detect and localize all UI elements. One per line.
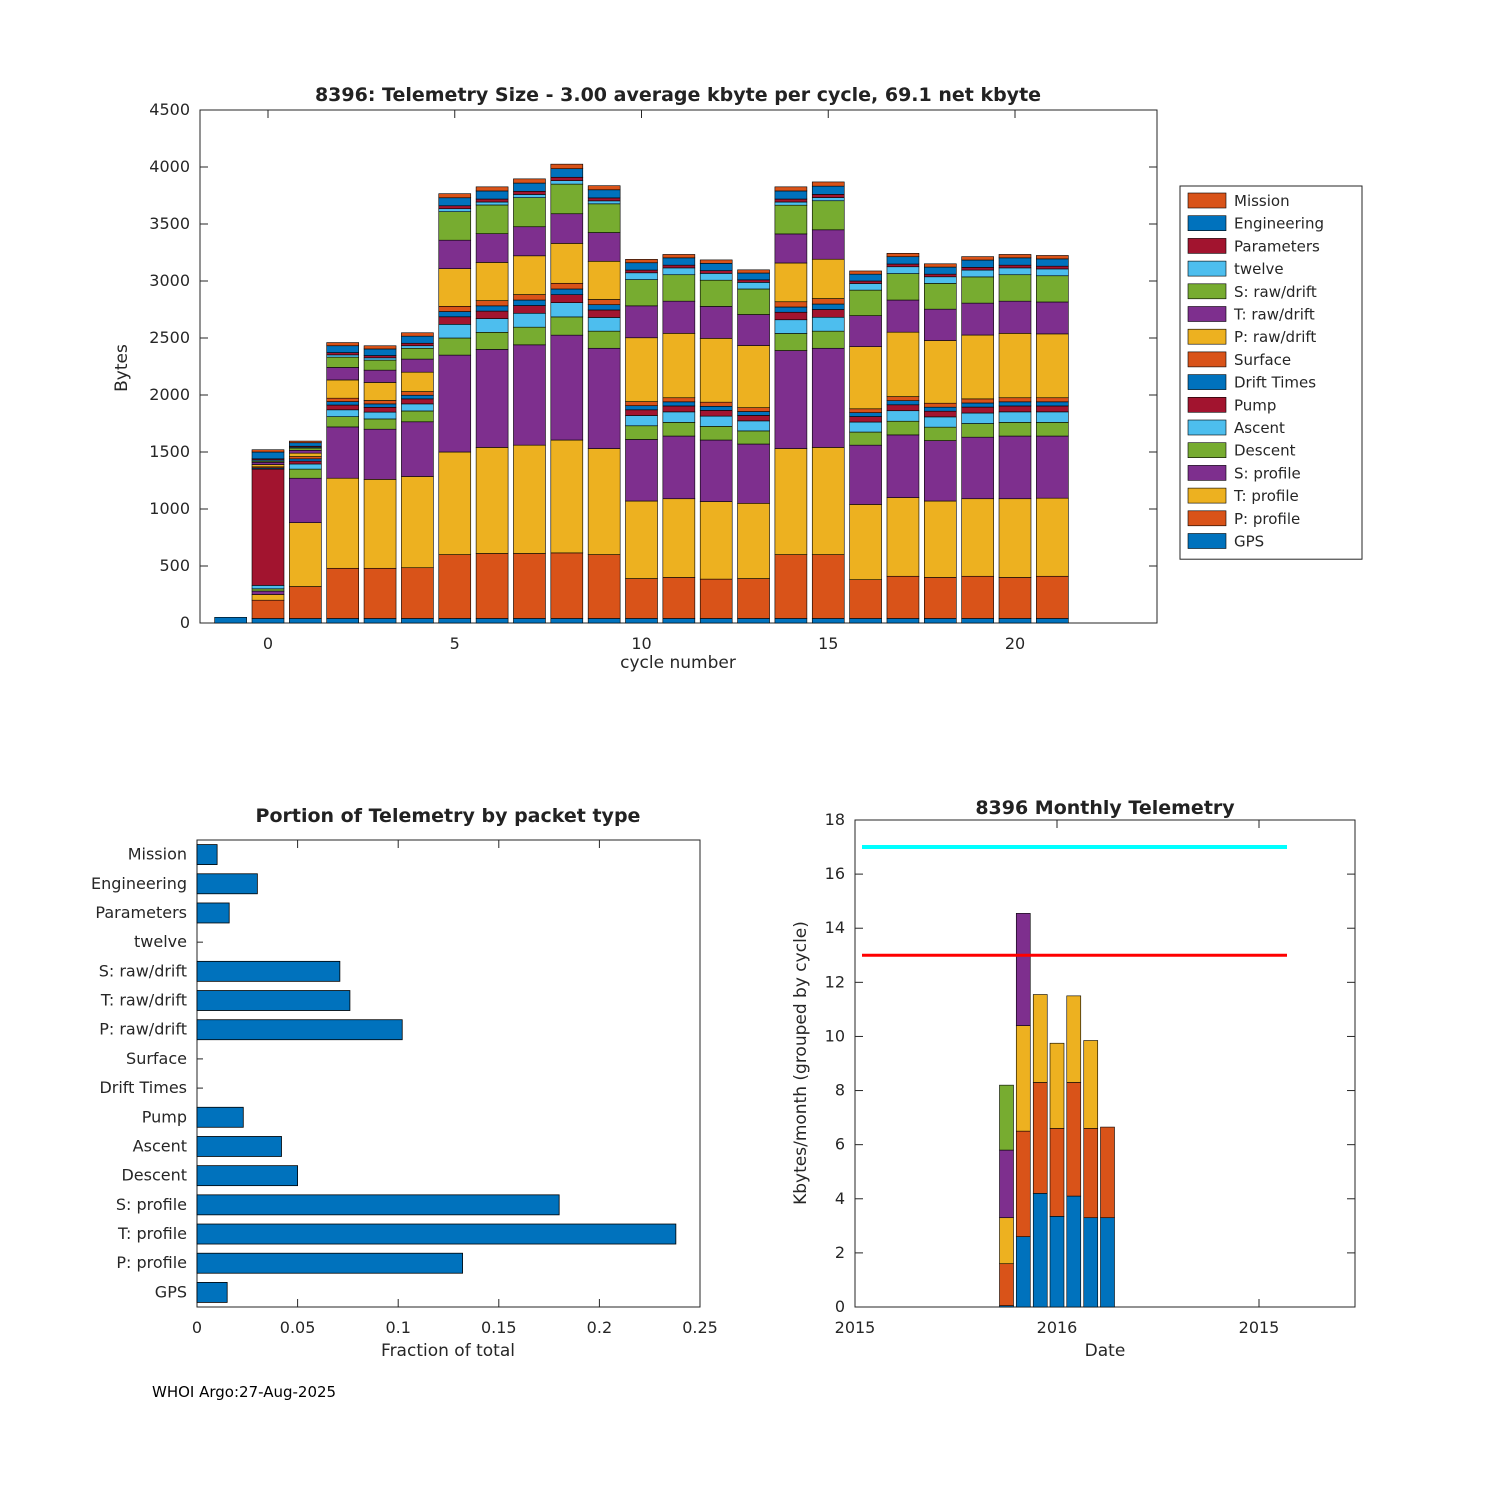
portion-chart-xlabel: Fraction of total [381, 1341, 515, 1361]
svg-text:10: 10 [825, 1026, 845, 1045]
top-chart-xlabel: cycle number [620, 653, 736, 673]
svg-text:Mission: Mission [128, 845, 187, 864]
svg-text:2016: 2016 [1037, 1318, 1078, 1337]
svg-text:1000: 1000 [149, 499, 190, 518]
svg-text:2500: 2500 [149, 328, 190, 347]
svg-text:8: 8 [835, 1081, 845, 1100]
top-chart-title: 8396: Telemetry Size - 3.00 average kbyt… [315, 84, 1041, 106]
svg-text:0: 0 [180, 613, 190, 632]
svg-text:2015: 2015 [835, 1318, 876, 1337]
svg-text:20: 20 [1005, 634, 1025, 653]
svg-text:Engineering: Engineering [1234, 215, 1324, 233]
svg-text:P: profile: P: profile [1234, 510, 1300, 528]
svg-text:T: raw/drift: T: raw/drift [1233, 306, 1315, 324]
svg-text:P: raw/drift: P: raw/drift [1234, 328, 1316, 346]
svg-text:2: 2 [835, 1243, 845, 1262]
telemetry-size-legend: Mission Engineering Parameters twelve S: raw… [1179, 185, 1363, 560]
svg-text:Descent: Descent [121, 1166, 187, 1185]
svg-text:T: profile: T: profile [1233, 487, 1299, 505]
svg-text:Ascent: Ascent [1234, 419, 1285, 437]
svg-text:Parameters: Parameters [95, 903, 187, 922]
svg-text:Pump: Pump [1234, 396, 1276, 414]
svg-text:500: 500 [159, 556, 190, 575]
svg-text:0.25: 0.25 [682, 1318, 718, 1337]
svg-text:0: 0 [835, 1297, 845, 1316]
svg-text:Pump: Pump [142, 1107, 187, 1126]
svg-text:10: 10 [631, 634, 651, 653]
svg-text:0.2: 0.2 [587, 1318, 612, 1337]
svg-text:P: raw/drift: P: raw/drift [99, 1020, 187, 1039]
monthly-chart: 0 2 4 6 8 10 12 14 16 18 2015 2016 2015 [825, 810, 1356, 1337]
svg-text:12: 12 [825, 972, 845, 991]
svg-text:16: 16 [825, 864, 845, 883]
portion-chart-title: Portion of Telemetry by packet type [256, 805, 641, 827]
monthly-chart-title: 8396 Monthly Telemetry [975, 797, 1235, 819]
svg-text:4000: 4000 [149, 157, 190, 176]
svg-text:Mission: Mission [1234, 192, 1290, 210]
svg-text:6: 6 [835, 1135, 845, 1154]
svg-text:T: profile: T: profile [117, 1224, 187, 1243]
svg-text:GPS: GPS [1234, 533, 1264, 551]
telemetry-size-chart: 0 500 1000 1500 2000 2500 3000 3500 4000 4500 0 5 10… [149, 100, 1158, 653]
svg-text:5: 5 [450, 634, 460, 653]
svg-text:twelve: twelve [1234, 260, 1284, 278]
svg-text:Engineering: Engineering [91, 874, 187, 893]
svg-text:0: 0 [263, 634, 273, 653]
svg-text:3000: 3000 [149, 271, 190, 290]
svg-text:Surface: Surface [1234, 351, 1291, 369]
svg-text:S: profile: S: profile [116, 1195, 187, 1214]
svg-text:S: profile: S: profile [1234, 464, 1301, 482]
monthly-chart-ylabel: Kbytes/month (grouped by cycle) [791, 921, 811, 1205]
svg-text:15: 15 [818, 634, 838, 653]
svg-text:14: 14 [825, 918, 845, 937]
svg-text:4500: 4500 [149, 100, 190, 119]
svg-text:T: raw/drift: T: raw/drift [100, 991, 187, 1010]
svg-text:Ascent: Ascent [133, 1136, 187, 1155]
footer-text: WHOI Argo:27-Aug-2025 [152, 1383, 336, 1401]
svg-text:0.1: 0.1 [385, 1318, 410, 1337]
portion-chart: 0 0.05 0.1 0.15 0.2 0.25 Mission Engineering Par… [91, 839, 718, 1337]
monthly-chart-xlabel: Date [1085, 1341, 1126, 1361]
svg-text:P: profile: P: profile [116, 1253, 187, 1272]
top-chart-ylabel: Bytes [112, 344, 132, 392]
svg-text:Surface: Surface [126, 1049, 187, 1068]
svg-text:Descent: Descent [1234, 442, 1296, 460]
svg-text:Drift Times: Drift Times [99, 1078, 187, 1097]
svg-text:0.05: 0.05 [280, 1318, 316, 1337]
svg-text:S: raw/drift: S: raw/drift [99, 961, 187, 980]
svg-text:0.15: 0.15 [481, 1318, 517, 1337]
svg-text:2015: 2015 [1239, 1318, 1280, 1337]
svg-text:GPS: GPS [155, 1282, 187, 1301]
svg-text:18: 18 [825, 810, 845, 829]
svg-text:1500: 1500 [149, 442, 190, 461]
svg-text:twelve: twelve [134, 932, 187, 951]
svg-text:0: 0 [192, 1318, 202, 1337]
svg-text:2000: 2000 [149, 385, 190, 404]
svg-text:3500: 3500 [149, 214, 190, 233]
svg-text:4: 4 [835, 1189, 845, 1208]
svg-text:Parameters: Parameters [1234, 237, 1320, 255]
svg-text:S: raw/drift: S: raw/drift [1234, 283, 1317, 301]
svg-text:Drift Times: Drift Times [1234, 374, 1316, 392]
